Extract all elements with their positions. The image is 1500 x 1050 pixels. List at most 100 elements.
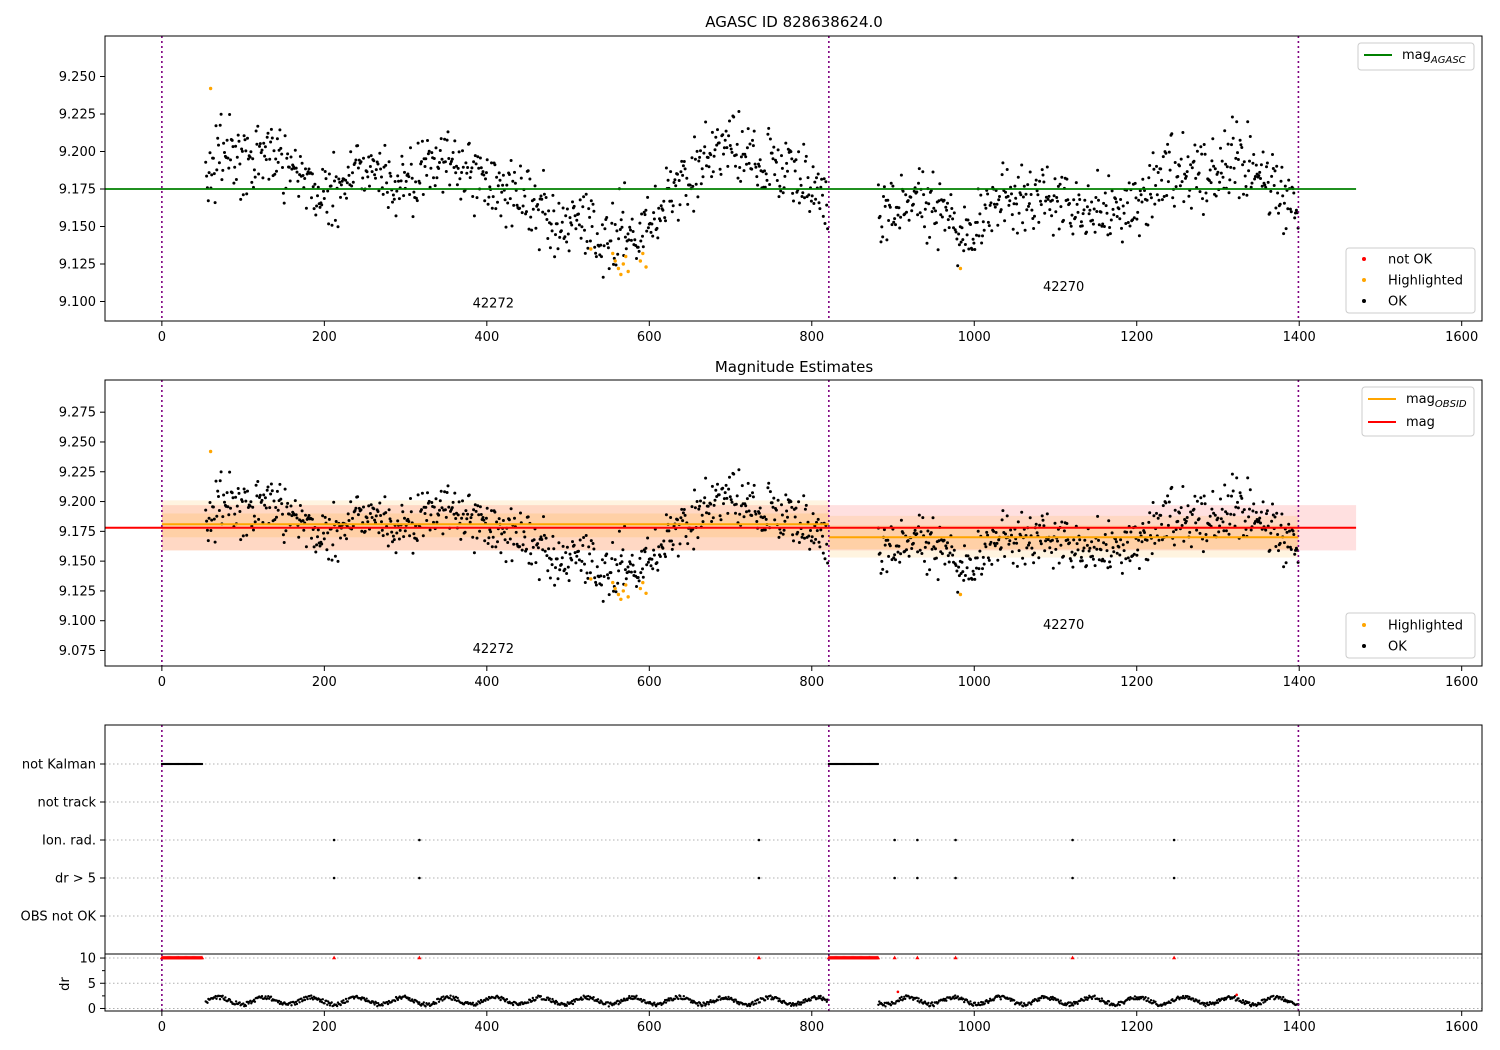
ok-point: [1076, 210, 1080, 214]
ok-point: [536, 546, 540, 550]
dr-point: [1154, 1000, 1157, 1003]
ok-point: [219, 470, 223, 474]
ok-point: [547, 209, 551, 213]
ok-point: [1021, 556, 1025, 560]
ok-point: [386, 206, 390, 209]
ok-point: [683, 513, 687, 517]
ok-point: [1030, 208, 1034, 212]
ok-point: [518, 206, 522, 210]
ok-point: [534, 561, 538, 565]
ok-point: [592, 547, 596, 551]
ok-point: [700, 513, 704, 517]
ok-point: [1126, 556, 1130, 560]
ok-point: [606, 246, 610, 250]
ok-point: [946, 541, 949, 545]
dr-point: [1198, 999, 1201, 1002]
ok-point: [473, 503, 477, 507]
ok-point: [765, 178, 769, 182]
ok-point: [263, 145, 267, 149]
ok-point: [564, 551, 568, 555]
ok-point: [1050, 198, 1054, 202]
ok-point: [669, 516, 673, 519]
ok-point: [1208, 514, 1212, 518]
ok-point: [418, 181, 422, 185]
ok-point: [471, 195, 475, 198]
ok-point: [426, 491, 429, 495]
ok-point: [1093, 564, 1097, 568]
ok-point: [670, 547, 674, 551]
ok-point: [1224, 162, 1228, 166]
ok-point: [1097, 223, 1101, 227]
ok-point: [896, 213, 900, 217]
ok-point: [523, 194, 527, 198]
ok-point: [1024, 192, 1028, 196]
ok-point: [613, 558, 617, 562]
ok-point: [311, 185, 315, 189]
ok-point: [461, 149, 464, 153]
dr-axis-label: dr: [58, 977, 73, 991]
ok-point: [1114, 197, 1117, 201]
ok-point: [936, 578, 940, 582]
ok-point: [984, 545, 988, 549]
ok-point: [993, 205, 997, 209]
dr-point: [408, 997, 411, 1000]
ok-point: [310, 517, 314, 521]
ok-point: [1150, 552, 1154, 556]
ok-point: [1091, 557, 1095, 561]
ok-point: [815, 176, 818, 180]
dr-point: [1099, 1000, 1103, 1003]
ok-point: [269, 492, 273, 496]
dr-point: [412, 1001, 416, 1004]
ok-point: [639, 239, 643, 243]
ok-point: [661, 208, 665, 212]
ok-point: [285, 156, 289, 160]
ok-point: [530, 228, 534, 232]
ok-point: [217, 143, 220, 147]
dr-point: [897, 1000, 901, 1003]
ok-point: [599, 574, 603, 578]
dr-point: [293, 1001, 296, 1004]
ok-point: [1264, 528, 1268, 532]
ok-point: [1003, 555, 1007, 558]
dr-point: [1020, 1001, 1023, 1004]
dr-point: [1051, 995, 1054, 999]
ok-point: [1046, 538, 1050, 542]
ok-point: [944, 544, 948, 548]
ok-point: [1007, 542, 1011, 546]
dr-point: [1022, 1005, 1025, 1008]
ok-point: [879, 571, 883, 575]
ok-point: [1173, 508, 1177, 512]
ok-point: [882, 195, 885, 198]
dr-point: [1138, 998, 1141, 1001]
dr-point: [716, 999, 719, 1002]
ok-point: [1285, 530, 1289, 534]
ok-point: [279, 146, 283, 150]
legend-point-label: Highlighted: [1388, 274, 1463, 289]
ok-point: [693, 488, 696, 492]
ok-point: [244, 499, 248, 503]
highlighted-point: [611, 251, 615, 256]
ok-point: [646, 536, 650, 540]
ok-point: [1068, 557, 1072, 561]
dr-point: [771, 996, 774, 999]
ok-point: [918, 548, 922, 552]
ok-point: [444, 170, 448, 173]
ok-point: [1184, 174, 1188, 178]
dr-point: [809, 999, 812, 1002]
ok-point: [434, 146, 438, 150]
ok-point: [363, 529, 367, 533]
ok-point: [934, 209, 937, 213]
ok-point: [611, 541, 615, 544]
ok-point: [525, 547, 528, 551]
agasc-magnitude-panel: AGASC ID 828638624.0 42272422709.1009.12…: [59, 13, 1483, 345]
dr-point: [519, 1003, 522, 1006]
ok-point: [734, 153, 738, 157]
ok-point: [581, 544, 585, 547]
ok-point: [388, 171, 392, 175]
ok-point: [881, 567, 885, 571]
ok-point: [584, 192, 588, 196]
ok-point: [1170, 485, 1174, 489]
dr-point: [653, 1001, 656, 1004]
dr-point: [803, 1001, 806, 1004]
ok-point: [1068, 202, 1071, 205]
